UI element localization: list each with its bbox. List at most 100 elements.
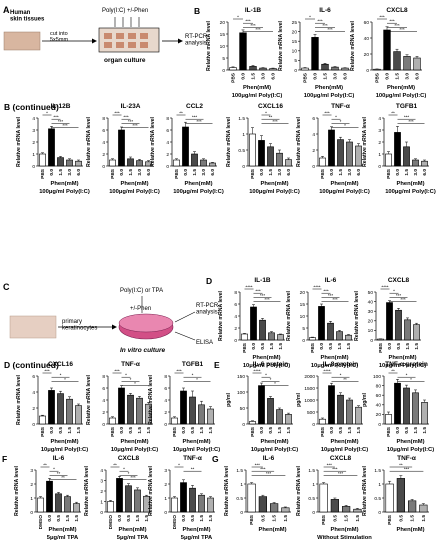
bar (285, 414, 292, 425)
y-tick-label: 0 (102, 164, 105, 170)
bar (125, 485, 132, 513)
x-axis-label: Phen(mM) (48, 527, 76, 533)
sig-label: *** (123, 115, 129, 120)
x-tick-label: PBS (303, 72, 309, 83)
y-tick-label: 0 (164, 422, 167, 428)
sig-label: *** (264, 297, 270, 302)
x-tick-label: 0.0 (329, 427, 335, 434)
panel-c-phen-label: +/-Phen (130, 306, 151, 312)
x-tick-label: 0.5 (328, 343, 334, 350)
bar (319, 418, 326, 425)
x-tick-label: 1.5 (404, 169, 410, 176)
y-tick-label: 2 (164, 482, 167, 488)
x-tick-label: 0.0 (395, 427, 401, 434)
x-tick-label: 3.0 (67, 169, 73, 176)
x-tick-label: 0.0 (259, 427, 265, 434)
y-tick-label: 6 (234, 302, 237, 308)
y-tick-label: 60 (376, 393, 382, 399)
bar (249, 421, 256, 425)
x-tick-label: 0.0 (181, 515, 187, 522)
bar (394, 132, 401, 167)
y-tick-label: 1 (164, 496, 167, 502)
condition-label: 100μg/ml Poly(I:C) (109, 189, 160, 195)
y-tick-label: 4 (32, 390, 35, 396)
y-axis-label: Relative mRNA level (224, 465, 230, 516)
bar (259, 319, 266, 341)
bar (267, 146, 274, 167)
panel-letter: F (2, 454, 7, 464)
x-tick-label: 1.5 (422, 427, 428, 434)
chart-title: CXCL8 (386, 7, 408, 14)
y-tick-label: 4 (164, 398, 167, 404)
x-tick-label: 1.5 (346, 343, 352, 350)
y-tick-label: 5 (222, 56, 225, 62)
y-tick-label: 1.5 (236, 468, 243, 474)
x-tick-label: 1.5 (268, 169, 274, 176)
y-tick-label: 2 (312, 148, 315, 154)
x-axis-label: Phen(mM) (330, 439, 358, 445)
sig-label: * (60, 373, 62, 378)
y-tick-label: 6 (312, 116, 315, 122)
sig-label: * (340, 373, 342, 378)
chart-title: IL-6 (53, 455, 65, 462)
y-tick-label: 10 (220, 44, 226, 50)
y-tick-label: 4 (102, 398, 105, 404)
y-tick-label: 20 (300, 290, 306, 296)
sig-label: *** (400, 297, 406, 302)
bar (355, 145, 362, 167)
sig-label: * (128, 471, 130, 476)
y-tick-label: 20 (364, 52, 370, 58)
bar (267, 398, 274, 425)
x-tick-label: 0.5 (190, 515, 196, 522)
y-tick-label: 30 (368, 309, 374, 315)
sig-label: ** (191, 467, 195, 472)
y-axis-label: Relative mRNA level (218, 290, 224, 341)
y-tick-label: 1 (32, 152, 35, 158)
sig-label: *** (130, 475, 136, 480)
sig-label: *** (328, 293, 334, 298)
y-tick-label: 0 (312, 510, 315, 516)
x-tick-label: 6.0 (286, 169, 292, 176)
bar (118, 129, 125, 167)
sig-label: *** (176, 368, 182, 373)
bar (355, 406, 362, 425)
y-tick-label: 2 (102, 410, 105, 416)
bar (171, 497, 178, 513)
x-tick-label: 3.0 (201, 169, 207, 176)
bar (336, 331, 343, 341)
condition-label: 10μg/ml Poly(I:C) (251, 447, 298, 453)
elisa-arrow (174, 331, 196, 341)
sig-label: * (270, 377, 272, 382)
sig-label: * (130, 377, 132, 382)
y-tick-label: 1.5 (238, 116, 245, 122)
sig-label: * (46, 110, 48, 115)
bar (118, 387, 125, 425)
panel-a-assay-label: RT-PCR analysis (185, 34, 208, 47)
chart-e2: IL-8 protein 0 500 1000 1500 2000 pg/ml PBS 0.0 0… (296, 361, 368, 453)
bar (346, 141, 353, 167)
x-tick-label: 3.0 (277, 169, 283, 176)
bar (107, 501, 114, 513)
condition-label: 5μg/ml TPA (47, 535, 79, 541)
x-tick-label: 0.0 (183, 169, 189, 176)
x-tick-label: 0.0 (47, 515, 53, 522)
chart-b3: CXCL8 0 20 40 60 Relative mRNA level PBS 0.0 1.5… (350, 7, 426, 99)
sig-label: *** (255, 289, 261, 294)
x-tick-label: 3.0 (261, 73, 267, 80)
y-tick-label: 1 (30, 496, 33, 502)
y-tick-label: 1.5 (374, 468, 381, 474)
sig-label: *** (250, 23, 256, 28)
condition-label: Without Stimulation (317, 535, 372, 541)
x-tick-label: 1.5 (74, 515, 80, 522)
y-tick-label: 60 (364, 20, 370, 26)
bar (198, 404, 205, 425)
x-tick-label: 3.0 (333, 73, 339, 80)
y-tick-label: 0 (378, 510, 381, 516)
y-tick-label: 0 (242, 422, 245, 428)
x-tick-label: PBS (40, 168, 46, 179)
y-tick-label: 0 (378, 422, 381, 428)
